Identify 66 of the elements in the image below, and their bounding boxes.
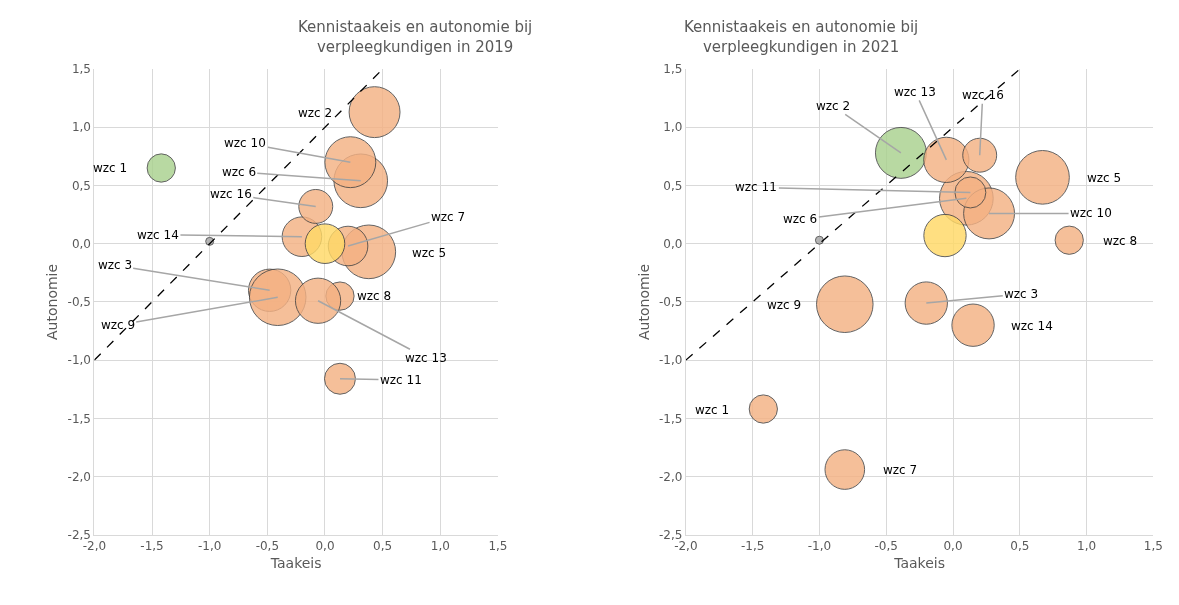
x-tick-label: -2,0 [82,539,107,554]
chart-title: Kennistaakeis en autonomie bij verpleegkundigen in 2021 [684,18,919,56]
x-axis-title: Taakeis [893,555,946,572]
text: wzc 16 [210,187,252,201]
text: wzc 13 [405,351,447,365]
x-tick-label: 1,0 [430,539,450,554]
x-tick-label: 1,5 [488,539,508,554]
x-tick-label: -1,0 [197,539,222,554]
y-tick-label: 0,5 [663,178,683,193]
text: wzc 16 [962,88,1004,102]
y-tick-label: 0,0 [663,236,683,251]
y-tick-label: 0,0 [71,236,91,251]
y-tick-label: -1,5 [659,411,683,426]
y-tick-label: 0,5 [71,178,91,193]
y-tick-label: -1,5 [67,411,91,426]
text: wzc 6 [222,165,257,179]
text: wzc 3 [1004,287,1039,301]
series-label: wzc 9 [767,298,802,312]
text: wzc 3 [98,258,133,272]
y-tick-label: 1,0 [663,120,683,135]
x-tick-label: 1,0 [1077,539,1097,554]
y-tick-label: -0,5 [67,295,91,310]
y-axis-title: Autonomie [44,263,61,340]
x-tick-label: -1,5 [140,539,164,554]
x-tick-label: -0,5 [874,539,898,554]
chart-title: Kennistaakeis en autonomie bij verpleegkundigen in 2019 [298,18,533,56]
text: wzc 10 [1070,206,1112,220]
series-label: wzc 7 [883,463,918,477]
x-tick-label: 0,0 [315,539,335,554]
text: wzc 14 [137,228,179,242]
text: wzc 2 [816,99,851,113]
y-tick-label: 1,0 [71,120,91,135]
text: wzc 13 [894,85,936,99]
x-tick-label: 0,5 [373,539,393,554]
y-tick-label: -0,5 [659,295,683,310]
y-tick-label: -2,5 [67,527,91,542]
x-tick-label: -1,0 [807,539,832,554]
y-tick-label: -2,0 [659,469,683,484]
x-tick-label: 1,5 [1143,539,1163,554]
y-tick-label: 1,5 [71,62,91,77]
text: wzc 11 [380,373,422,387]
x-tick-label: -1,5 [740,539,765,554]
text: wzc 7 [431,210,466,224]
text: wzc 10 [224,136,266,150]
x-tick-label: 0,0 [943,539,963,554]
x-tick-label: 0,5 [1010,539,1030,554]
text: wzc 9 [101,318,136,332]
series-label: wzc 5 [412,246,447,260]
y-tick-label: -2,5 [659,527,683,542]
series-label: wzc 14 [1011,319,1053,333]
series-label: wzc 1 [93,161,128,175]
x-axis-title: Taakeis [269,555,322,572]
series-label: wzc 5 [1087,171,1122,185]
y-tick-label: -2,0 [67,469,91,484]
y-axis-title: Autonomie [635,263,652,340]
series-label: wzc 2 [298,106,333,120]
y-tick-label: -1,0 [659,353,683,368]
y-tick-label: 1,5 [663,62,683,77]
series-label: wzc 8 [357,289,392,303]
series-label: wzc 1 [695,403,730,417]
series-label: wzc 8 [1103,234,1138,248]
x-tick-label: -2,0 [674,539,698,554]
x-tick-label: -0,5 [255,539,280,554]
text: wzc 11 [735,180,777,194]
text: wzc 6 [783,212,818,226]
y-tick-label: -1,0 [67,353,91,368]
